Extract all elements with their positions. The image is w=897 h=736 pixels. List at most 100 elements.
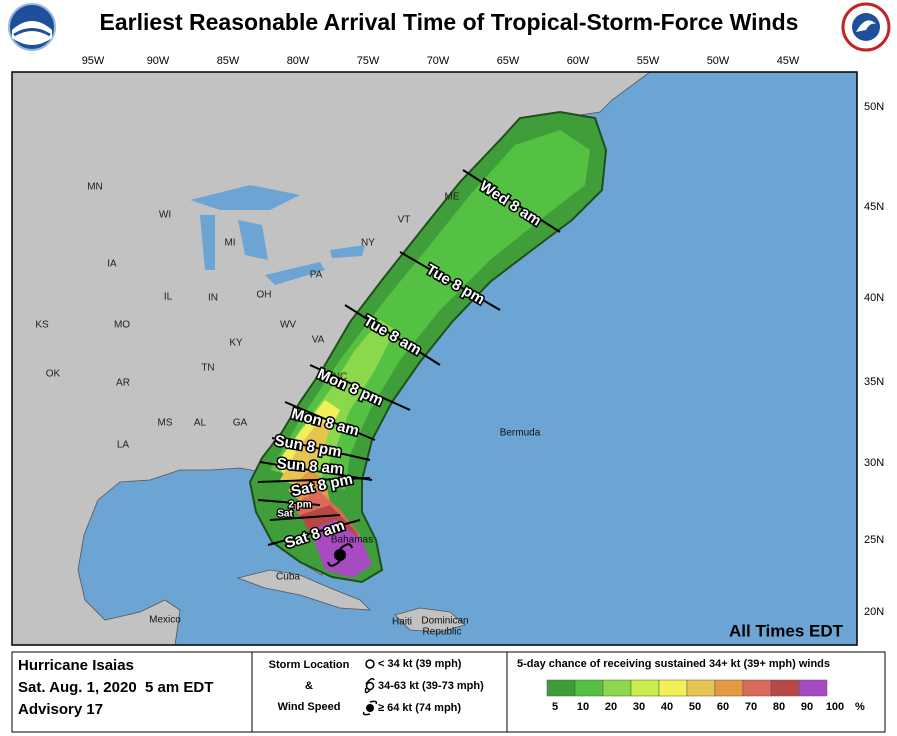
cuba	[236, 569, 372, 611]
state-label: KS	[35, 320, 49, 331]
map-frame	[11, 71, 858, 646]
great-lakes	[190, 185, 365, 285]
state-label: AL	[194, 418, 207, 429]
scale-label: 10	[577, 701, 589, 713]
key-title: Wind Speed	[278, 701, 341, 713]
scale-swatch	[602, 679, 632, 697]
state-label: OK	[46, 369, 61, 380]
arrival-line	[309, 364, 411, 411]
state-label: WI	[159, 210, 171, 221]
times-note: All Times EDT	[729, 621, 844, 640]
state-label: TN	[201, 363, 214, 374]
scale-swatch	[658, 679, 688, 697]
state-label: NY	[361, 238, 375, 249]
arrival-line	[271, 437, 371, 461]
state-label: AR	[116, 378, 130, 389]
key-entry: 34-63 kt (39-73 mph)	[378, 680, 484, 692]
state-label: KY	[229, 338, 243, 349]
arrival-line	[257, 477, 371, 483]
hispaniola	[394, 607, 466, 633]
noaa-logo	[8, 3, 56, 51]
advisory-number: Advisory 17	[18, 701, 103, 718]
map: MN WI MI IA IL IN OH PA NY VT ME KS MO KY WV VA TN NC OK AR…	[12, 72, 857, 645]
arrival-line	[267, 519, 361, 546]
state-label: MO	[114, 320, 130, 331]
key-entry: < 34 kt (39 mph)	[378, 658, 462, 670]
scale-swatch	[546, 679, 576, 697]
scale-label: 90	[801, 701, 813, 713]
longitude-label: 55W	[637, 55, 660, 67]
scale-label: 5	[552, 701, 558, 713]
storm-name: Hurricane Isaias	[18, 657, 134, 674]
state-label: PA	[310, 270, 323, 281]
longitude-label: 80W	[287, 55, 310, 67]
state-label: MS	[158, 418, 173, 429]
key-title: &	[305, 680, 313, 692]
storm-key: Storm Location & Wind Speed < 34 kt (39 mph…	[269, 658, 484, 716]
place-label: Dominican	[421, 616, 468, 627]
arrival-line	[269, 514, 341, 521]
scale-swatch	[798, 679, 828, 697]
state-label: MI	[224, 238, 235, 249]
scale-swatch	[686, 679, 716, 697]
arrival-line	[257, 499, 321, 506]
place-label: Republic	[423, 627, 462, 638]
latitude-label: 35N	[864, 376, 884, 388]
graticule-labels: 95W 90W 85W 80W 75W 70W 65W 60W 55W 50W 45W 50N 45N 4…	[82, 55, 885, 618]
key-entry: ≥ 64 kt (74 mph)	[378, 702, 461, 714]
probability-scale: 5 10 20 30 40 50 60 70 80 90 100%	[546, 679, 865, 713]
longitude-label: 85W	[217, 55, 240, 67]
longitude-label: 70W	[427, 55, 450, 67]
latitude-label: 25N	[864, 534, 884, 546]
advisory-date: Sat. Aug. 1, 2020 5 am EDT	[18, 679, 213, 696]
arrival-line	[462, 169, 561, 233]
scale-label: 30	[633, 701, 645, 713]
scale-swatch	[630, 679, 660, 697]
state-label: WV	[280, 320, 296, 331]
longitude-label: 75W	[357, 55, 380, 67]
latitude-label: 20N	[864, 606, 884, 618]
state-label: MN	[87, 182, 103, 193]
state-label: OH	[257, 290, 272, 301]
latitude-label: 30N	[864, 457, 884, 469]
state-label: LA	[117, 440, 130, 451]
wind-swath	[248, 110, 608, 584]
place-label: Bermuda	[500, 428, 541, 439]
scale-label: 80	[773, 701, 785, 713]
scale-swatch	[770, 679, 800, 697]
state-label: IL	[164, 292, 173, 303]
info-box	[11, 651, 253, 733]
nws-logo	[841, 2, 891, 52]
place-label: Mexico	[149, 615, 181, 626]
state-label: VA	[312, 335, 325, 346]
state-label: GA	[233, 418, 248, 429]
scale-label: 20	[605, 701, 617, 713]
longitude-label: 95W	[82, 55, 105, 67]
state-label: ME	[445, 192, 460, 203]
longitude-label: 60W	[567, 55, 590, 67]
arrival-line	[284, 401, 376, 441]
title: Earliest Reasonable Arrival Time of Trop…	[100, 9, 799, 35]
longitude-label: 65W	[497, 55, 520, 67]
arrival-line	[344, 304, 441, 366]
longitude-label: 45W	[777, 55, 800, 67]
arrival-line	[259, 461, 373, 481]
scale-swatch	[574, 679, 604, 697]
scale-swatch	[714, 679, 744, 697]
arrival-line	[399, 251, 501, 311]
longitude-label: 50W	[707, 55, 730, 67]
scale-label: 70	[745, 701, 757, 713]
state-label: IA	[107, 259, 117, 270]
state-label: VT	[398, 215, 411, 226]
arrival-lines	[257, 169, 561, 546]
scale-label: 40	[661, 701, 673, 713]
scale-unit: %	[855, 701, 865, 713]
scale-swatch	[742, 679, 772, 697]
scale-title: 5-day chance of receiving sustained 34+ …	[517, 658, 830, 670]
place-label: Haiti	[392, 617, 412, 628]
arrival-time-label: Sat	[277, 509, 293, 520]
state-label: IN	[208, 293, 218, 304]
storm-marker	[327, 543, 353, 567]
